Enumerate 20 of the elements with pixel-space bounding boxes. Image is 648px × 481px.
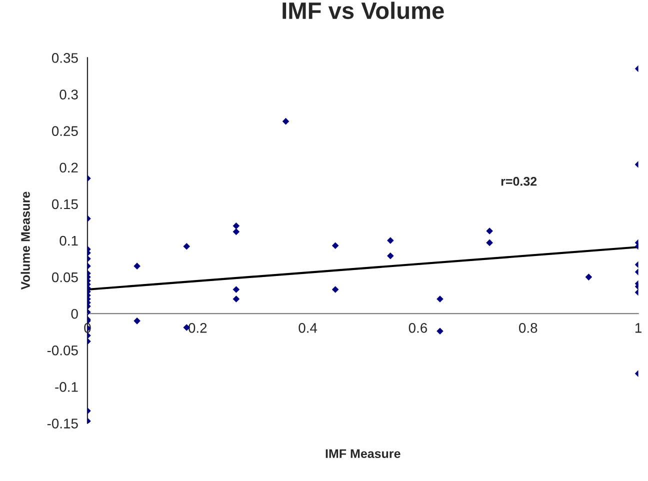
x-tick-label: 0.6 bbox=[408, 323, 428, 333]
y-tick-label: 0.2 bbox=[60, 162, 78, 173]
y-tick-label: 0.05 bbox=[52, 272, 78, 282]
y-tick-label: 0.15 bbox=[52, 199, 78, 210]
y-tick-label: 0.3 bbox=[60, 90, 78, 100]
y-tick-label: -0.1 bbox=[55, 382, 78, 392]
y-tick-label: -0.05 bbox=[47, 346, 78, 356]
y-tick-label: 0 bbox=[71, 308, 78, 319]
annotation: r=0.32 bbox=[501, 176, 537, 186]
y-tick-label: 0.25 bbox=[52, 126, 78, 136]
y-tick-label: 0.35 bbox=[52, 53, 78, 63]
x-tick-label: 0.4 bbox=[298, 323, 318, 333]
x-tick-label: 1 bbox=[635, 323, 642, 333]
x-axis-title: IMF Measure bbox=[326, 449, 400, 458]
y-axis-title: Volume Measure bbox=[20, 192, 30, 290]
y-tick-label: 0.1 bbox=[60, 236, 78, 246]
y-tick-label: -0.15 bbox=[47, 418, 78, 428]
chart-title: IMF vs Volume bbox=[282, 2, 444, 20]
x-tick-label: 0.8 bbox=[519, 323, 538, 333]
x-tick-label: 0.2 bbox=[188, 323, 207, 333]
